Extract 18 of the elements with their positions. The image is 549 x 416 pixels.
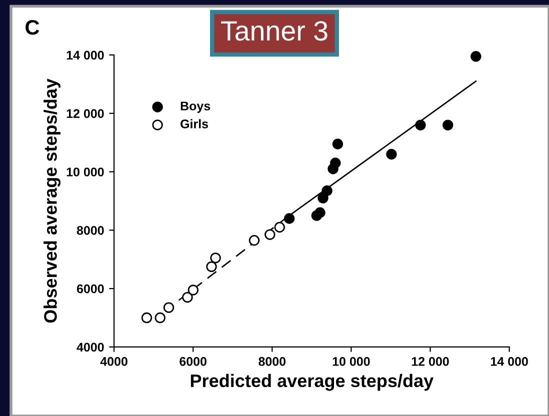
legend-label: Boys [180, 102, 210, 113]
y-tick-label: 14 000 [66, 50, 104, 60]
y-tick-label: 12 000 [66, 109, 104, 118]
x-tick-label: 6000 [180, 357, 206, 366]
legend-label: Girls [180, 119, 208, 128]
y-tick-label: 6000 [76, 284, 104, 294]
y-tick-label: 10 000 [66, 168, 104, 176]
x-axis-title: Predicted average steps/day [190, 374, 434, 391]
x-tick-label: 4000 [100, 357, 128, 366]
y-tick-label: 8000 [76, 226, 104, 235]
y-axis-title: Observed average steps/day [44, 78, 61, 323]
x-tick-label: 10 000 [332, 357, 370, 366]
x-tick-label: 8000 [258, 357, 286, 366]
x-tick-label: 12 000 [412, 357, 449, 366]
x-tick-label: 14 000 [490, 357, 528, 366]
y-tick-label: 4000 [76, 342, 104, 352]
text: C [26, 20, 40, 35]
chart-title: Tanner 3 [221, 21, 328, 41]
